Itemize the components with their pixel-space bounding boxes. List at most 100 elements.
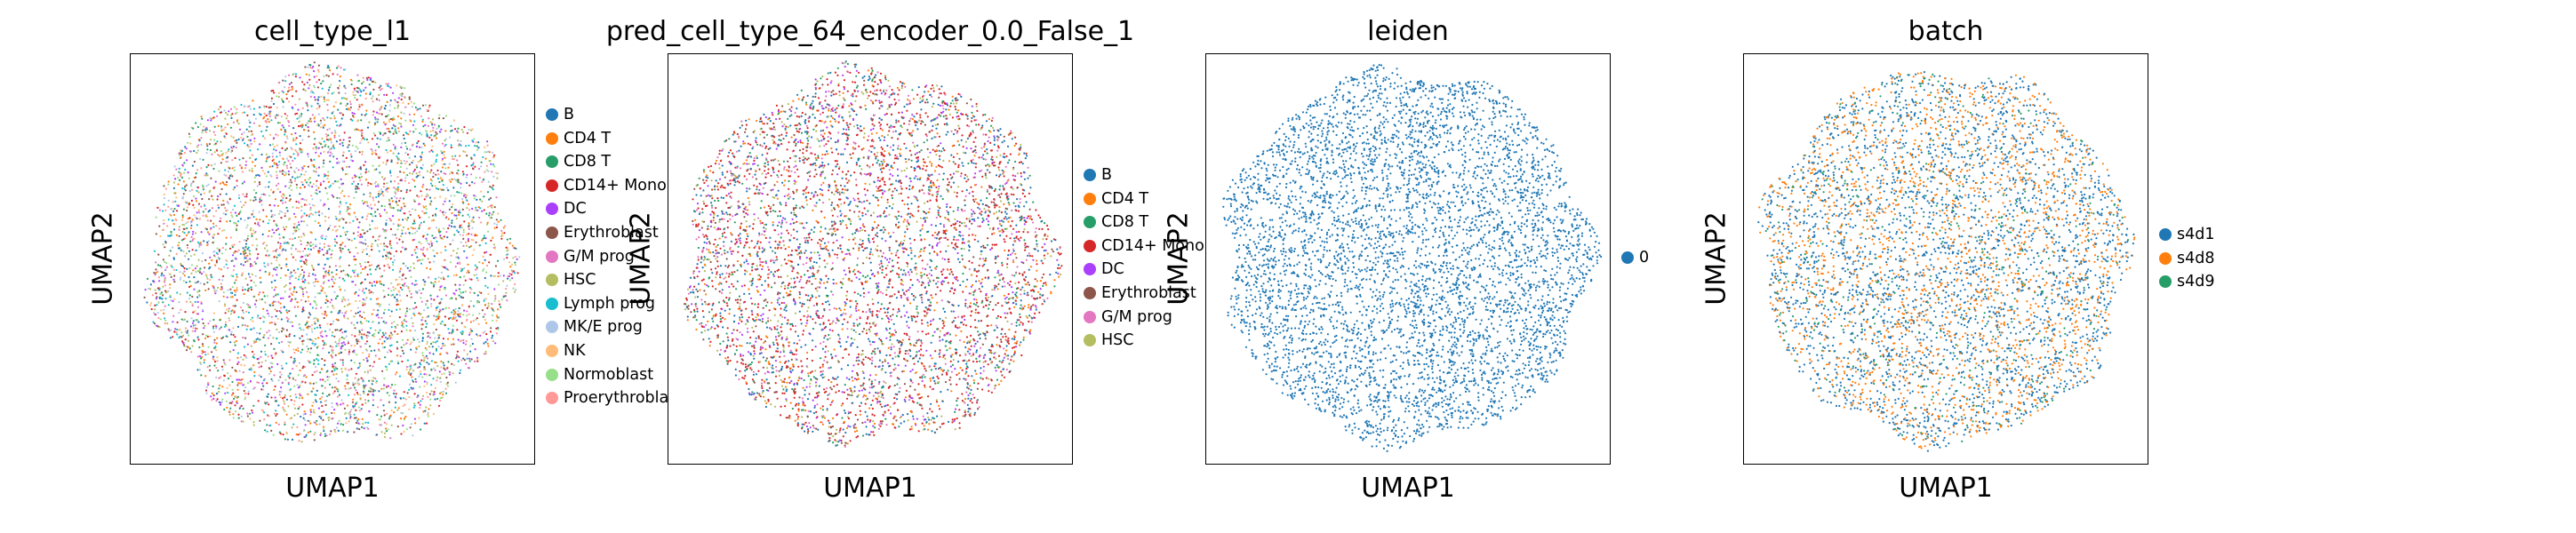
data-point	[173, 281, 176, 283]
data-point	[378, 146, 380, 148]
data-point	[301, 340, 304, 343]
data-point	[196, 327, 198, 330]
data-point	[442, 338, 444, 340]
data-point	[497, 172, 500, 175]
data-point	[317, 221, 320, 224]
data-point	[288, 377, 291, 379]
data-point	[332, 195, 335, 198]
data-point	[180, 153, 183, 155]
data-point	[312, 243, 315, 246]
data-point	[412, 159, 414, 162]
data-point	[289, 198, 292, 201]
data-point	[188, 298, 191, 300]
data-point	[294, 177, 297, 179]
data-point	[395, 200, 397, 203]
data-point	[381, 336, 384, 338]
data-point	[364, 171, 367, 174]
data-point	[276, 224, 278, 227]
data-point	[412, 172, 414, 175]
data-point	[162, 243, 164, 246]
data-point	[449, 261, 452, 264]
data-point	[234, 156, 236, 160]
data-point	[447, 361, 450, 363]
data-point	[297, 347, 300, 350]
data-point	[305, 259, 308, 261]
data-point	[255, 218, 258, 220]
data-point	[195, 319, 197, 322]
data-point	[381, 346, 385, 349]
data-point	[465, 176, 468, 179]
data-point	[377, 316, 380, 319]
data-point	[458, 306, 460, 310]
data-point	[332, 363, 334, 366]
data-point	[304, 323, 307, 326]
data-point	[163, 308, 165, 311]
data-point	[278, 122, 282, 124]
data-point	[283, 236, 285, 239]
data-point	[400, 159, 403, 163]
data-point	[356, 128, 358, 131]
data-point	[404, 265, 407, 267]
data-point	[481, 309, 484, 312]
data-point	[285, 135, 288, 138]
data-point	[214, 361, 217, 363]
data-point	[183, 344, 186, 346]
data-point	[448, 172, 452, 175]
data-point	[183, 318, 186, 321]
data-point	[327, 279, 330, 282]
data-point	[314, 296, 316, 298]
data-point	[407, 286, 410, 289]
data-point	[327, 171, 330, 173]
data-point	[485, 271, 488, 274]
data-point	[321, 137, 324, 140]
data-point	[387, 293, 390, 297]
data-point	[183, 186, 187, 188]
data-point	[500, 298, 503, 301]
data-point	[164, 187, 167, 190]
data-point	[314, 238, 317, 241]
data-point	[484, 251, 486, 254]
data-point	[434, 134, 436, 137]
data-point	[340, 192, 342, 195]
data-point	[452, 292, 455, 295]
data-point	[252, 99, 254, 102]
data-point	[319, 225, 322, 227]
data-point	[490, 327, 492, 330]
data-point	[407, 287, 410, 290]
data-point	[315, 243, 317, 246]
data-point	[380, 204, 383, 207]
data-point	[276, 163, 278, 165]
data-point	[276, 177, 278, 179]
data-point	[431, 185, 434, 187]
data-point	[428, 337, 432, 339]
data-point	[276, 114, 278, 116]
data-point	[331, 131, 333, 134]
data-point	[292, 153, 295, 155]
data-point	[428, 362, 430, 365]
data-point	[365, 349, 369, 352]
data-point	[189, 255, 192, 258]
data-point	[283, 285, 285, 288]
data-point	[380, 387, 383, 390]
data-point	[258, 181, 261, 184]
data-point	[244, 288, 246, 291]
data-point	[420, 359, 423, 362]
data-point	[394, 234, 396, 236]
data-point	[161, 210, 164, 212]
data-point	[300, 266, 303, 268]
data-point	[348, 420, 350, 423]
data-point	[492, 175, 495, 178]
data-point	[297, 349, 300, 353]
data-point	[386, 211, 388, 214]
data-point	[511, 277, 514, 280]
data-point	[298, 275, 300, 278]
data-point	[323, 276, 325, 279]
data-point	[302, 260, 306, 263]
data-point	[444, 387, 447, 390]
data-point	[300, 240, 302, 243]
data-point	[397, 182, 400, 185]
data-point	[180, 336, 183, 338]
data-point	[301, 403, 304, 406]
data-point	[341, 429, 344, 432]
data-point	[341, 363, 344, 366]
